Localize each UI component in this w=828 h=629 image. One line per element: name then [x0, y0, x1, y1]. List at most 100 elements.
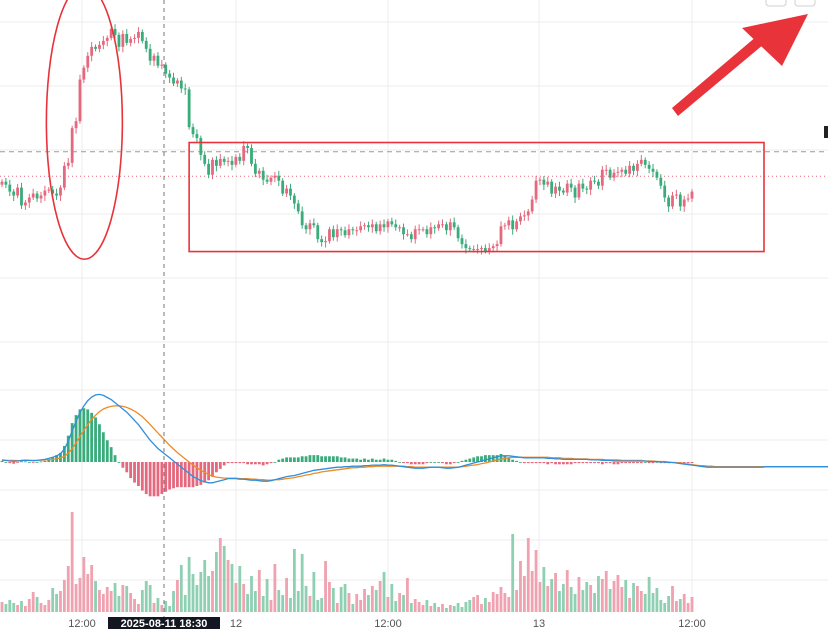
reference-lines — [0, 151, 828, 177]
macd-histogram-bar — [238, 462, 242, 464]
volume-bar — [242, 584, 246, 612]
volume-bar — [589, 585, 593, 612]
candle-body — [604, 169, 608, 171]
macd-histogram-bar — [101, 432, 105, 462]
macd-histogram-bar — [20, 461, 23, 463]
candle-body — [616, 171, 620, 173]
candle-body — [316, 225, 320, 240]
candle-body — [600, 169, 604, 186]
candle-body — [464, 244, 468, 249]
candle-body — [347, 229, 351, 236]
candle-body — [386, 221, 390, 228]
candle-body — [82, 67, 86, 80]
candle-body — [487, 248, 491, 252]
volume-bar — [265, 579, 269, 612]
macd-histogram-bar — [183, 462, 187, 488]
volume-bar — [550, 579, 554, 612]
volume-bar — [636, 586, 639, 612]
candle-body — [624, 169, 628, 174]
candle-body — [460, 238, 464, 245]
macd-histogram-bar — [148, 462, 152, 497]
macd-histogram-bar — [109, 447, 113, 462]
macd-histogram-bar — [335, 456, 339, 462]
candle-body — [281, 180, 285, 194]
volume-bar — [441, 604, 444, 612]
macd-histogram-bar — [569, 462, 573, 465]
volume-bar — [565, 570, 569, 612]
candle-body — [328, 229, 331, 242]
volume-bar — [402, 595, 405, 612]
macd-histogram-bar — [129, 462, 133, 479]
macd-histogram-bar — [164, 462, 168, 492]
candle-body — [4, 181, 8, 185]
candle-body — [31, 193, 35, 198]
macd-histogram-bar — [160, 462, 164, 495]
volume-bar — [39, 603, 43, 612]
macd-histogram-bar — [374, 459, 378, 462]
macd-histogram-bar — [534, 462, 538, 464]
macd-histogram-bar — [82, 408, 86, 462]
macd-histogram-bar — [253, 462, 257, 465]
toolbar-button[interactable] — [794, 0, 816, 7]
candle-body — [35, 193, 39, 199]
volume-bar — [647, 577, 651, 612]
macd-histogram-bar — [480, 456, 483, 462]
candle-body — [456, 227, 460, 239]
volume-bar — [137, 604, 140, 612]
macd-histogram-bar — [191, 462, 195, 488]
candle-body — [144, 40, 148, 49]
macd-histogram-bar — [636, 462, 639, 464]
volume-bar — [47, 600, 51, 612]
volume-bar — [0, 602, 4, 612]
volume-bar — [472, 597, 476, 612]
macd-histogram-bar — [179, 462, 183, 488]
macd-histogram-bar — [561, 462, 565, 465]
candle-body — [355, 230, 359, 232]
candle-body — [612, 172, 616, 178]
macd-histogram-bar — [600, 462, 604, 465]
candle-body — [296, 203, 300, 212]
volume-bar — [199, 572, 203, 612]
macd-histogram-bar — [246, 462, 249, 465]
volume-bar — [409, 603, 413, 612]
macd-histogram-bar — [464, 459, 468, 462]
highlight-box — [188, 141, 765, 253]
volume-bar — [59, 591, 62, 612]
candle-body — [367, 225, 370, 228]
macd-histogram-bar — [195, 462, 199, 487]
macd-histogram-bar — [304, 456, 308, 462]
volume-bar — [682, 594, 686, 612]
volume-bar — [253, 591, 257, 612]
candle-body — [468, 248, 472, 250]
macd-histogram-bar — [187, 462, 191, 488]
volume-bar — [4, 604, 8, 612]
macd-histogram-bar — [398, 462, 402, 463]
candle-body — [156, 55, 160, 66]
volume-bar — [608, 589, 612, 612]
candle-body — [90, 46, 94, 56]
candle-body — [507, 220, 511, 226]
volume-bar — [367, 595, 370, 612]
macd-histogram-bar — [402, 462, 405, 464]
volume-bar — [581, 590, 585, 612]
macd-histogram-bar — [226, 462, 230, 464]
volume-bar — [125, 586, 129, 612]
macd-histogram-bar — [218, 462, 222, 469]
volume-bar — [542, 567, 546, 612]
macd-histogram-bar — [639, 462, 643, 464]
macd-histogram-bar — [429, 462, 433, 463]
volume-bar — [94, 581, 97, 612]
volume-bar — [191, 574, 195, 612]
candle-body — [308, 223, 312, 230]
macd-histogram-bar — [495, 455, 499, 462]
volume-bar — [324, 561, 327, 612]
macd-histogram-bar — [289, 457, 292, 462]
macd-histogram-bar — [437, 462, 441, 463]
x-tick-label: 13 — [533, 618, 545, 629]
candle-body — [546, 181, 550, 185]
toolbar-button[interactable] — [765, 0, 787, 7]
volume-bar — [148, 585, 152, 612]
candle-body — [530, 199, 534, 212]
volume-bar — [460, 607, 464, 612]
